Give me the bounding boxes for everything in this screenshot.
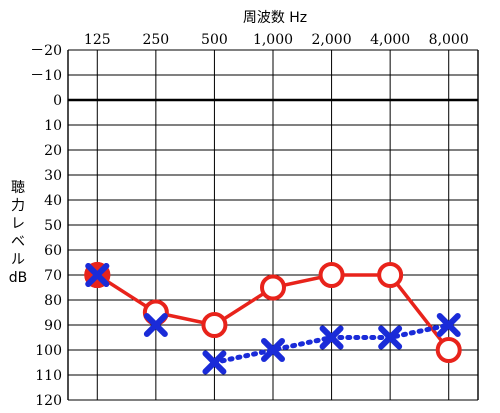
y-tick-label: 70 [44,268,62,284]
x-stroke [261,338,285,362]
data-point-circle [318,262,345,288]
data-point-x [319,325,344,350]
data-point-circle [201,312,228,338]
x-tick-label: 250 [142,32,169,48]
x-tick-label: 500 [201,32,228,48]
y-tick-label: 100 [35,343,62,359]
x-stroke [378,325,403,350]
data-point-x [202,350,227,375]
y-axis-title-part: ベ [11,234,25,250]
y-tick-label: 50 [44,218,62,234]
y-tick-label: 40 [44,193,62,209]
y-tick-label: －10 [30,68,62,84]
y-tick-label: 60 [44,243,62,259]
data-point-circle [435,337,462,363]
x-tick-label: 125 [84,32,111,48]
x-stroke [202,350,227,375]
x-tick-label: 4,000 [370,32,410,48]
data-point-x [378,325,403,350]
x-tick-label: 8,000 [429,32,469,48]
data-point-circle [377,262,404,288]
x-stroke [436,313,461,337]
data-point-x [261,338,285,362]
y-axis-title-part: レ [11,216,25,232]
y-axis-title-part: 聴 [11,180,25,196]
data-point-x [143,313,168,337]
y-axis-title-part: dB [9,270,28,286]
data-point-x [436,313,461,337]
y-tick-label: 10 [44,118,62,134]
series-layer [84,262,462,375]
x-stroke [85,263,110,287]
y-tick-label: 110 [35,368,62,384]
y-tick-label: 90 [44,318,62,334]
y-tick-label: 0 [53,93,62,109]
y-tick-label: －20 [30,43,62,59]
y-axis-title-part: 力 [11,198,25,214]
x-stroke [319,325,344,350]
x-stroke [143,313,168,337]
x-tick-label: 2,000 [312,32,352,48]
overlap-marker [84,262,111,288]
y-tick-label: 80 [44,293,62,309]
x-tick-labels: 125 250 500 1,000 2,000 4,000 8,000 [84,32,469,48]
y-tick-labels: －20 －10 0 10 20 30 40 50 60 70 80 90 100 110 120 [30,43,62,409]
x-tick-label: 1,000 [253,32,293,48]
x-axis-title: 周波数 Hz [243,10,307,26]
y-tick-label: 30 [44,168,62,184]
y-tick-label: 120 [35,393,62,409]
y-tick-label: 20 [44,143,62,159]
data-point-circle [260,274,286,301]
y-axis-title-part: ル [11,252,25,268]
